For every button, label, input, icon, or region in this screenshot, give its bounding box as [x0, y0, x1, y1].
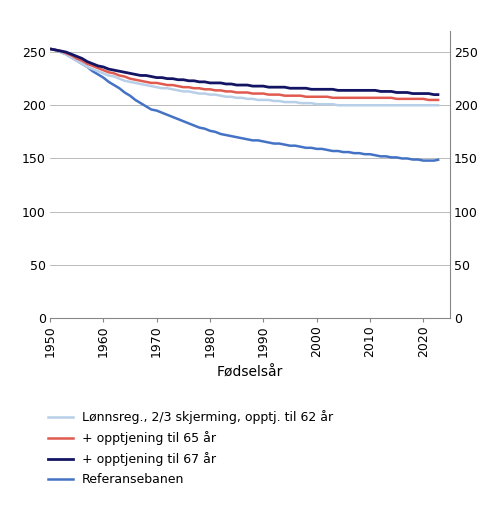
Legend: Lønnsreg., 2/3 skjerming, opptj. til 62 år, + opptjening til 65 år, + opptjening: Lønnsreg., 2/3 skjerming, opptj. til 62 … — [48, 410, 333, 486]
X-axis label: Fødselsår: Fødselsår — [217, 365, 283, 379]
